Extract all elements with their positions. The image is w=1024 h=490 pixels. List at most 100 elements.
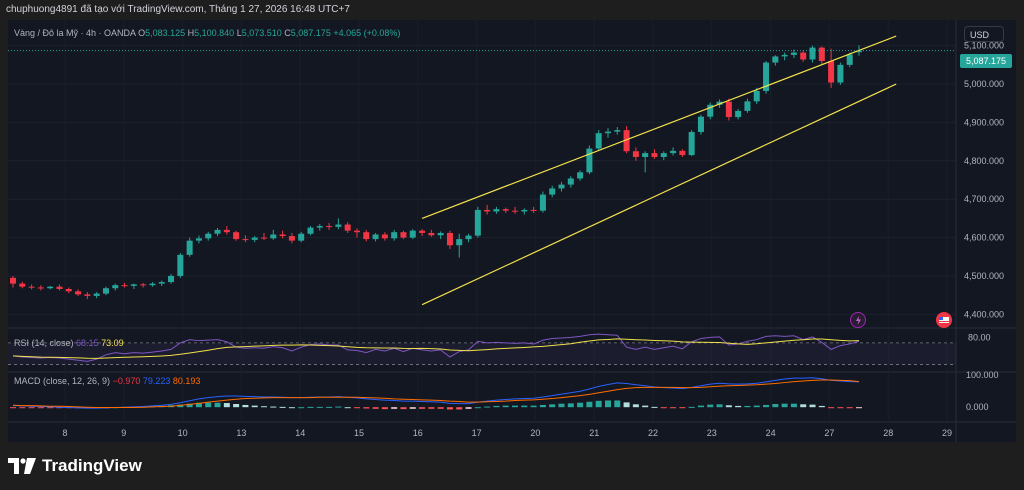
macd-histogram-bar	[363, 407, 370, 409]
macd-histogram-bar	[781, 403, 788, 408]
macd-histogram-bar	[261, 406, 268, 408]
high-value: 5,100.840	[194, 28, 235, 38]
close-label: C	[284, 28, 291, 38]
macd-histogram-bar	[530, 405, 537, 408]
time-tick-label: 23	[707, 428, 717, 438]
rsi-legend: RSI (14, close) 68.15 73.09	[14, 338, 124, 348]
low-value: 5,073.510	[241, 28, 282, 38]
close-value: 5,087.175	[290, 28, 331, 38]
time-tick-label: 13	[236, 428, 246, 438]
candle-body	[186, 240, 193, 255]
candle-body	[856, 50, 862, 53]
change-value: +4.065 (+0.08%)	[333, 28, 401, 38]
macd-histogram-bar	[549, 404, 556, 408]
symbol-name: Vàng / Đô la Mỹ · 4h · OANDA	[14, 28, 136, 38]
macd-histogram-bar	[567, 403, 574, 408]
macd-histogram-bar	[809, 404, 816, 408]
candle-body	[261, 237, 268, 239]
time-tick-label: 8	[62, 428, 67, 438]
candle-body	[158, 282, 165, 284]
candle-body	[512, 210, 519, 212]
candle-body	[484, 209, 491, 212]
candle-body	[735, 110, 742, 118]
candle-body	[28, 286, 35, 288]
macd-label: MACD (close, 12, 26, 9)	[14, 376, 111, 386]
candle-body	[409, 230, 416, 238]
time-tick-label: 10	[178, 428, 188, 438]
candle-body	[558, 184, 565, 189]
candle-body	[465, 235, 472, 240]
rsi-band	[8, 342, 956, 365]
candle-body	[781, 54, 788, 57]
candle-body	[688, 132, 695, 156]
candle-body	[716, 101, 723, 105]
candle-body	[307, 227, 314, 234]
candle-body	[177, 254, 184, 276]
rsi-line	[12, 333, 860, 362]
candle-body	[744, 101, 751, 111]
candle-body	[37, 287, 44, 289]
candle-body	[772, 56, 779, 63]
macd-histogram-bar	[772, 404, 779, 408]
symbol-legend: Vàng / Đô la Mỹ · 4h · OANDA O5,083.125 …	[14, 28, 400, 38]
macd-legend: MACD (close, 12, 26, 9) −0.970 79.223 80…	[14, 376, 200, 386]
candle-body	[660, 153, 667, 157]
macd-histogram-bar	[335, 406, 342, 408]
macd-tick-label: 100.000	[966, 370, 999, 380]
time-tick-label: 20	[530, 428, 540, 438]
price-tick-label: 4,400.000	[964, 309, 1004, 319]
price-tick-label: 5,100.000	[964, 41, 1004, 51]
macd-histogram-bar	[37, 407, 44, 409]
low-label: L	[236, 28, 242, 38]
macd-histogram-bar	[725, 405, 732, 408]
candle-body	[149, 283, 156, 286]
candle-body	[679, 150, 686, 156]
candle-body	[298, 233, 305, 241]
channel-lower-line	[421, 83, 897, 306]
macd-histogram-bar	[251, 405, 258, 408]
time-tick-label: 14	[295, 428, 305, 438]
time-tick-label: 28	[883, 428, 893, 438]
macd-histogram-bar	[437, 407, 444, 409]
chart-caption: chuphuong4891 đã tạo với TradingView.com…	[6, 4, 350, 15]
candle-body	[521, 209, 528, 212]
candle-body	[586, 148, 593, 173]
candle-body	[112, 285, 119, 289]
macd-histogram-bar	[446, 407, 453, 410]
time-tick-label: 9	[121, 428, 126, 438]
macd-histogram-bar	[558, 403, 565, 408]
candle-body	[75, 291, 82, 295]
macd-histogram-bar	[577, 402, 584, 408]
macd-histogram-bar	[697, 405, 704, 408]
macd-histogram-bar	[642, 405, 649, 408]
price-tick-label: 4,800.000	[964, 156, 1004, 166]
candle-body	[577, 172, 584, 179]
lightning-icon[interactable]	[850, 312, 866, 328]
us-flag-icon[interactable]	[936, 312, 952, 328]
currency-button[interactable]: USD	[964, 26, 1004, 42]
candle-body	[493, 209, 500, 212]
macd-histogram-bar	[316, 406, 323, 408]
macd-line	[12, 377, 860, 409]
chart-canvas[interactable]: 5,100.000 5,000.000 4,900.000 4,800.000 4,70…	[8, 20, 1016, 442]
macd-histogram-bar	[828, 407, 835, 409]
macd-histogram-bar	[186, 403, 193, 408]
candle-body	[809, 47, 816, 60]
macd-histogram-bar	[763, 404, 770, 408]
candle-body	[697, 116, 704, 133]
candle-body	[725, 101, 732, 118]
macd-histogram-bar	[651, 406, 658, 408]
candle-body	[400, 232, 407, 238]
candle-body	[316, 226, 323, 228]
tradingview-logo[interactable]: TradingView	[8, 456, 142, 476]
candle-body	[335, 224, 342, 227]
candle-body	[65, 288, 72, 292]
rsi-value-2: 73.09	[101, 338, 124, 348]
macd-histogram-bar	[790, 403, 797, 408]
chart-area[interactable]: 5,100.000 5,000.000 4,900.000 4,800.000 4,70…	[8, 20, 1016, 442]
candle-body	[19, 283, 26, 287]
candle-body	[93, 293, 100, 296]
price-tick-label: 4,900.000	[964, 117, 1004, 127]
macd-histogram-bar	[47, 407, 54, 409]
macd-histogram-bar	[660, 407, 667, 409]
